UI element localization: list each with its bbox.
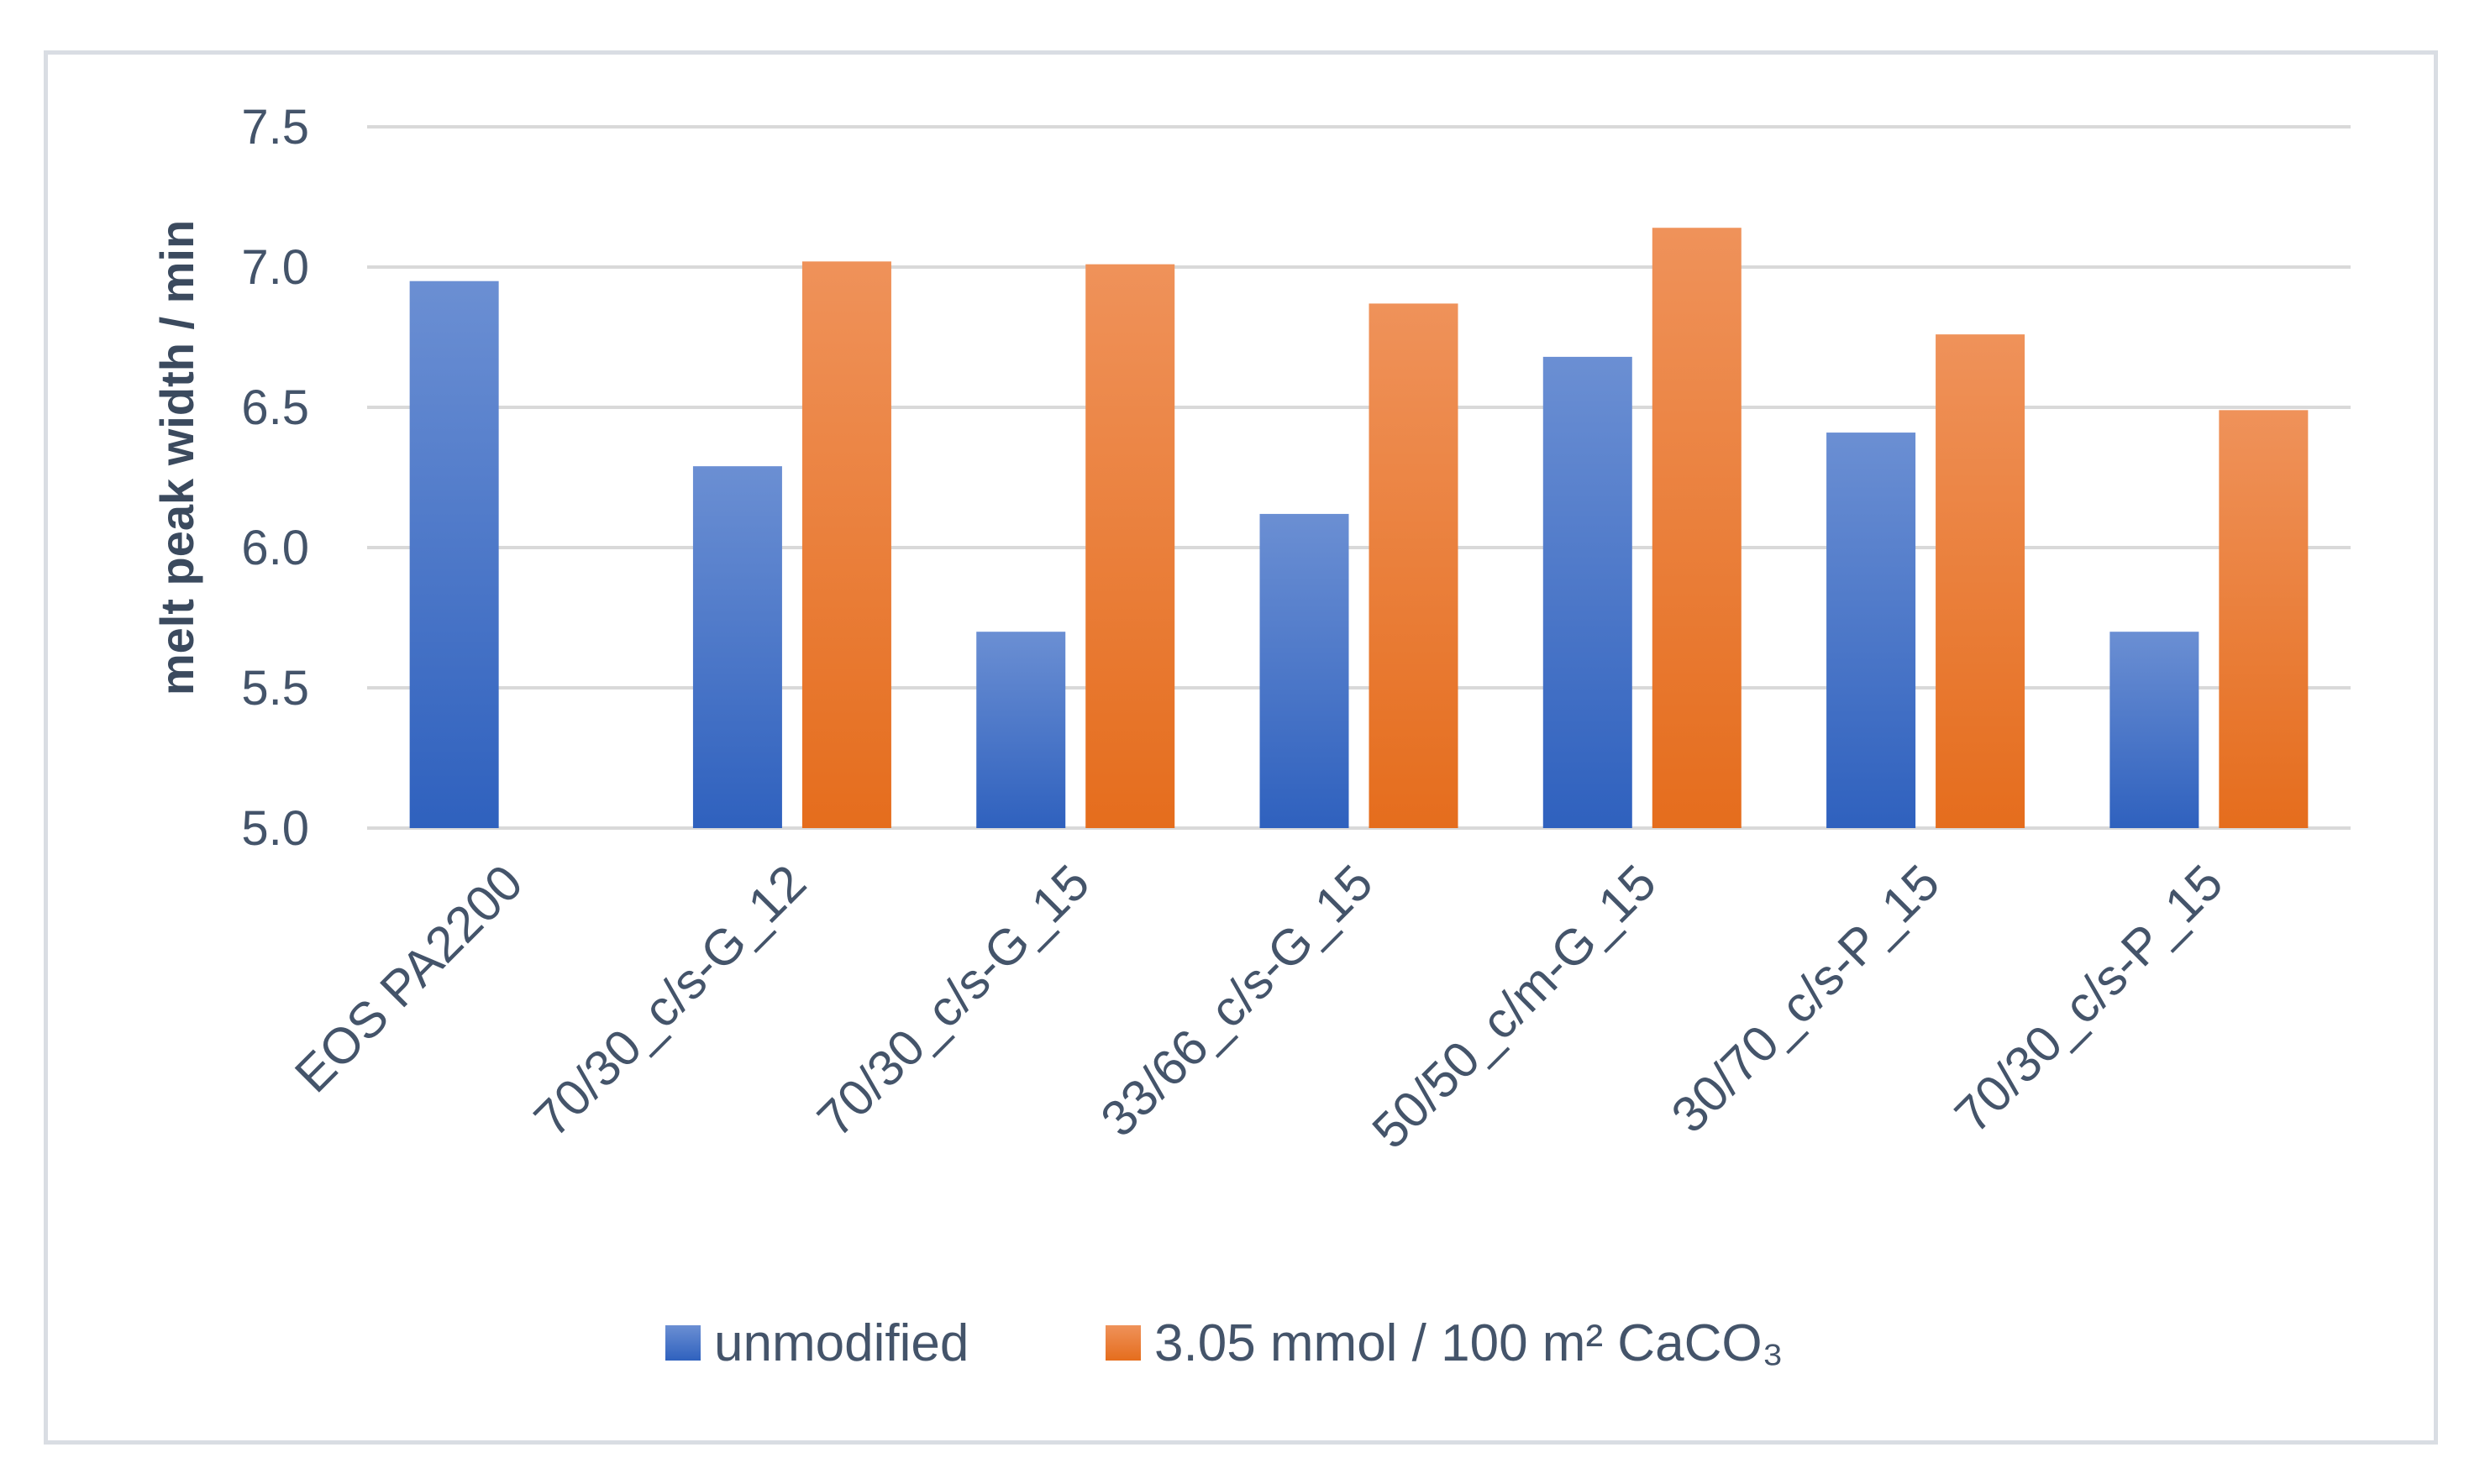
x-category-label: 70/30_c/s-P_15 [1944, 854, 2234, 1144]
bar-caco3 [1936, 334, 2025, 828]
bar-unmodified [976, 632, 1066, 828]
x-category-label: 70/30_c/s-G_15 [806, 854, 1100, 1147]
bars [409, 228, 2309, 828]
x-category-label: 50/50_c/m-G_15 [1362, 854, 1667, 1159]
bar-unmodified [1826, 433, 1916, 828]
x-category-labels: EOS PA220070/30_c/s-G_1270/30_c/s-G_1533… [284, 854, 2233, 1159]
legend-label-caco3: 3.05 mmol / 100 m² CaCO₃ [1154, 1314, 1784, 1372]
y-tick-label: 6.5 [241, 380, 309, 435]
y-tick-labels: 5.0 5.5 6.0 6.5 7.0 7.5 [241, 100, 309, 856]
x-category-label: 70/30_c/s-G_12 [523, 854, 817, 1147]
bar-unmodified [1542, 356, 1632, 828]
y-tick-label: 7.0 [241, 240, 309, 295]
y-tick-label: 6.0 [241, 521, 309, 575]
bar-caco3 [1085, 264, 1175, 828]
legend-swatch-caco3 [1106, 1325, 1141, 1361]
bar-unmodified [692, 466, 782, 828]
x-category-label: EOS PA2200 [284, 854, 533, 1104]
y-tick-label: 7.5 [241, 100, 309, 155]
x-category-label: 30/70_c/s-P_15 [1661, 854, 1951, 1144]
bar-caco3 [1652, 228, 1742, 828]
y-tick-label: 5.5 [241, 661, 309, 716]
x-category-label: 33/66_c/s-G_15 [1090, 854, 1383, 1147]
bar-caco3 [801, 261, 891, 828]
y-axis-title: melt peak width / min [150, 220, 203, 695]
bar-caco3 [1369, 303, 1458, 828]
bar-unmodified [2109, 632, 2199, 828]
bar-unmodified [1259, 513, 1349, 828]
legend: unmodified 3.05 mmol / 100 m² CaCO₃ [665, 1314, 1784, 1372]
bar-caco3 [2219, 410, 2309, 828]
legend-label-unmodified: unmodified [714, 1314, 969, 1372]
gridlines [367, 125, 2351, 830]
legend-swatch-unmodified [665, 1325, 701, 1361]
y-tick-label: 5.0 [241, 801, 309, 856]
bar-unmodified [409, 281, 499, 828]
